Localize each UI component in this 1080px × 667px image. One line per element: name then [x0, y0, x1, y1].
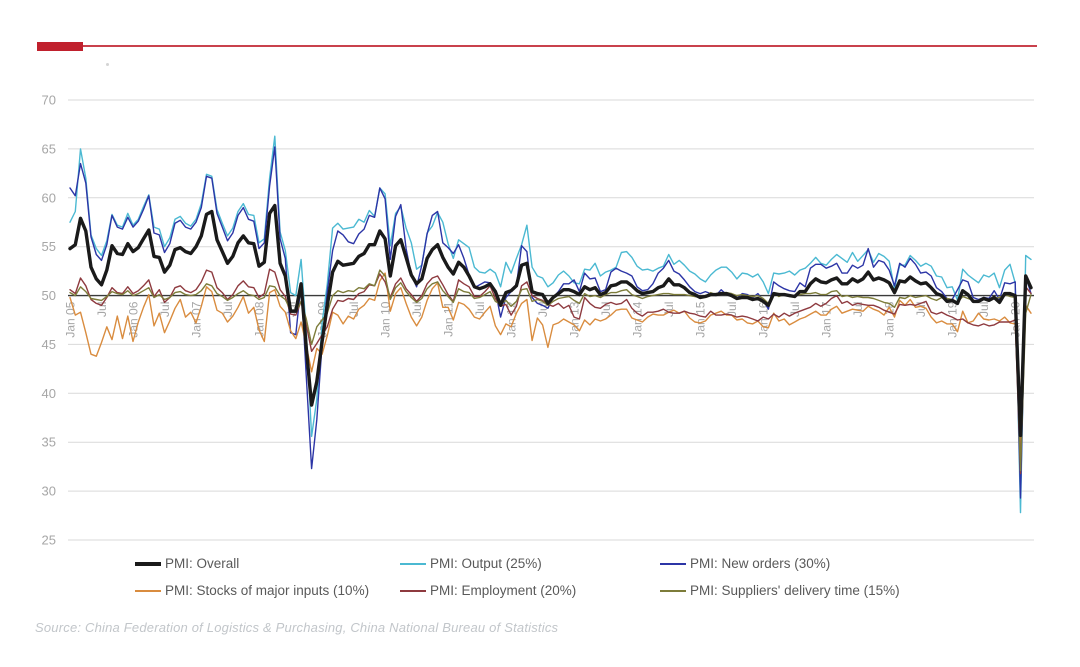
legend-item: PMI: New orders (30%) — [660, 554, 990, 573]
x-tick-label: Jul — [977, 302, 991, 317]
y-tick-label: 25 — [42, 533, 56, 548]
x-tick-label: Jul — [851, 302, 865, 317]
x-tick-label: Jul — [914, 302, 928, 317]
header-rule — [83, 45, 1037, 47]
x-tick-label: Jul — [599, 302, 613, 317]
y-tick-label: 50 — [42, 288, 56, 303]
x-tick-label: Jul — [95, 302, 109, 317]
x-tick-label: Jul — [158, 302, 172, 317]
y-tick-label: 45 — [42, 337, 56, 352]
dot-mark — [106, 63, 109, 66]
x-tick-label: Jul — [221, 302, 235, 317]
legend-label: PMI: New orders (30%) — [690, 556, 831, 571]
legend-item: PMI: Output (25%) — [400, 554, 660, 573]
x-tick-label: Jul — [410, 302, 424, 317]
x-tick-label: Jan 11 — [442, 301, 456, 336]
y-tick-label: 35 — [42, 435, 56, 450]
x-tick-label: Jan 10 — [379, 301, 393, 337]
y-tick-label: 30 — [42, 484, 56, 499]
legend-label: PMI: Overall — [165, 556, 240, 571]
x-tick-label: Jan 08 — [253, 301, 267, 337]
legend-label: PMI: Output (25%) — [430, 556, 542, 571]
x-tick-label: Jul — [473, 302, 487, 317]
legend-line-swatch — [660, 562, 686, 565]
series-line-pmi-stocks-of-major-inputs-10- — [69, 272, 1032, 454]
legend-label: PMI: Stocks of major inputs (10%) — [165, 583, 370, 598]
source-citation: Source: China Federation of Logistics & … — [35, 620, 559, 635]
y-tick-label: 70 — [42, 93, 56, 108]
legend-line-swatch — [135, 589, 161, 592]
x-tick-label: Jan 15 — [694, 301, 708, 337]
legend-line-swatch — [660, 589, 686, 592]
x-tick-label: Jul — [536, 302, 550, 317]
x-tick-label: Jul — [725, 302, 739, 317]
legend-line-swatch — [400, 589, 426, 592]
y-tick-label: 60 — [42, 190, 56, 205]
y-tick-label: 55 — [42, 239, 56, 254]
x-tick-label: Jan 17 — [820, 301, 834, 337]
legend-line-swatch — [400, 562, 426, 565]
legend-item: PMI: Suppliers' delivery time (15%) — [660, 581, 990, 600]
accent-bar — [37, 42, 83, 51]
legend-label: PMI: Employment (20%) — [430, 583, 577, 598]
chart-legend: PMI: Overall PMI: Output (25%) PMI: New or… — [135, 554, 990, 600]
legend-item: PMI: Employment (20%) — [400, 581, 660, 600]
y-tick-label: 65 — [42, 141, 56, 156]
legend-item: PMI: Overall — [135, 554, 400, 573]
series-line-pmi-employment-20- — [69, 268, 1032, 475]
y-tick-label: 40 — [42, 386, 56, 401]
legend-item: PMI: Stocks of major inputs (10%) — [135, 581, 400, 600]
series-line-pmi-suppliers-delivery-time-15- — [69, 269, 1032, 472]
series-line-pmi-overall — [68, 203, 1033, 438]
legend-label: PMI: Suppliers' delivery time (15%) — [690, 583, 900, 598]
x-tick-label: Jul — [347, 302, 361, 317]
x-tick-label: Jan 05 — [64, 301, 78, 337]
x-tick-label: Jul — [788, 302, 802, 317]
legend-line-swatch — [135, 561, 161, 566]
x-tick-label: Jan 16 — [757, 301, 771, 337]
